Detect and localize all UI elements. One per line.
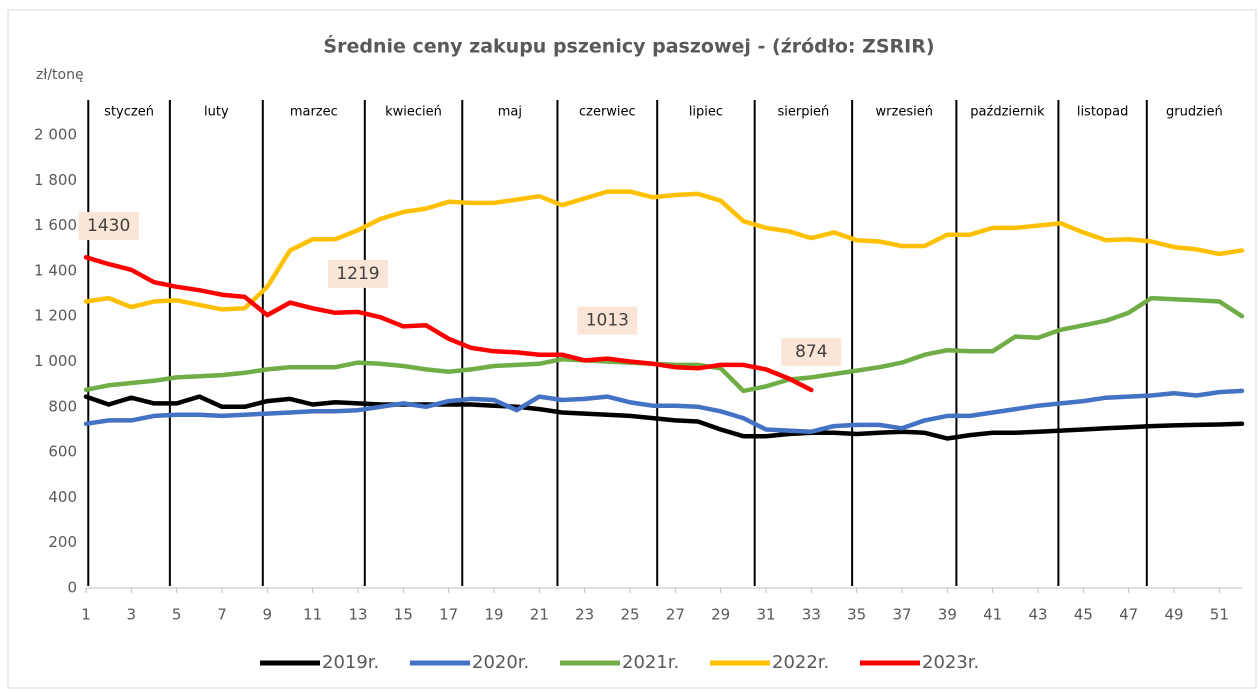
x-tick-label: 49 <box>1164 606 1183 624</box>
data-label: 1219 <box>336 264 379 284</box>
x-tick-label: 13 <box>348 606 367 624</box>
month-label: kwiecień <box>385 105 442 120</box>
x-tick-label: 33 <box>802 606 821 624</box>
y-tick-label: 2 000 <box>34 126 77 144</box>
series-line <box>83 394 1245 441</box>
y-tick-label: 1 000 <box>34 352 77 370</box>
legend-label: 2022r. <box>772 652 829 673</box>
x-tick-label: 9 <box>263 606 273 624</box>
x-tick-label: 17 <box>439 606 458 624</box>
y-tick-label: 1 400 <box>34 261 77 279</box>
month-label: lipiec <box>689 105 723 120</box>
series-line <box>83 255 814 393</box>
x-tick-label: 41 <box>983 606 1002 624</box>
x-tick-label: 5 <box>172 606 182 624</box>
series-line <box>83 189 1245 312</box>
x-tick-label: 39 <box>938 606 957 624</box>
y-tick-label: 1 800 <box>34 171 77 189</box>
series-line <box>83 388 1245 434</box>
x-tick-label: 35 <box>847 606 866 624</box>
y-tick-label: 600 <box>48 443 77 461</box>
legend-label: 2023r. <box>922 652 979 673</box>
x-tick-label: 37 <box>892 606 911 624</box>
legend-label: 2019r. <box>322 652 379 673</box>
month-label: sierpień <box>777 105 829 120</box>
x-tick-label: 21 <box>530 606 549 624</box>
month-label: marzec <box>290 105 338 120</box>
x-tick-label: 3 <box>127 606 137 624</box>
data-label-box <box>328 259 388 288</box>
chart-border <box>7 9 1257 689</box>
data-label-box <box>781 338 842 367</box>
x-tick-label: 31 <box>756 606 775 624</box>
month-label: listopad <box>1077 105 1129 120</box>
data-label-box <box>78 212 139 241</box>
month-label: czerwiec <box>579 105 636 120</box>
x-tick-label: 27 <box>666 606 685 624</box>
x-tick-label: 51 <box>1210 606 1229 624</box>
month-label: wrzesień <box>876 105 933 120</box>
x-tick-label: 25 <box>620 606 639 624</box>
y-tick-label: 400 <box>48 488 77 506</box>
x-tick-label: 23 <box>575 606 594 624</box>
y-tick-label: 800 <box>48 397 77 415</box>
y-tick-label: 0 <box>67 579 77 597</box>
month-label: grudzień <box>1166 105 1223 120</box>
x-tick-label: 15 <box>394 606 413 624</box>
x-tick-label: 11 <box>303 606 322 624</box>
y-axis-label: zł/tonę <box>36 67 84 83</box>
x-tick-label: 29 <box>711 606 730 624</box>
month-label: październik <box>970 105 1045 120</box>
x-tick-label: 7 <box>217 606 227 624</box>
x-tick-label: 43 <box>1028 606 1047 624</box>
x-tick-label: 45 <box>1074 606 1093 624</box>
month-label: maj <box>498 105 522 120</box>
y-tick-label: 200 <box>48 533 77 551</box>
month-label: styczeń <box>104 105 154 120</box>
data-label-box <box>577 306 638 335</box>
x-tick-label: 47 <box>1119 606 1138 624</box>
legend-label: 2021r. <box>622 652 679 673</box>
data-label: 1013 <box>586 311 629 331</box>
legend-label: 2020r. <box>472 652 529 673</box>
y-tick-label: 1 200 <box>34 307 77 325</box>
x-tick-label: 1 <box>81 606 91 624</box>
data-label: 874 <box>795 342 827 362</box>
chart-title: Średnie ceny zakupu pszenicy paszowej - … <box>323 34 934 58</box>
y-tick-label: 1 600 <box>34 216 77 234</box>
month-label: luty <box>204 105 229 120</box>
data-label: 1430 <box>87 216 130 236</box>
x-tick-label: 19 <box>484 606 503 624</box>
